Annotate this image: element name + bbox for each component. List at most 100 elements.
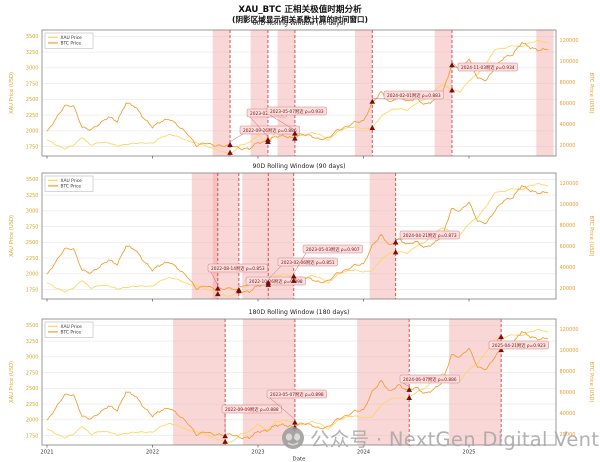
annotation-leader-line: [269, 397, 296, 420]
extreme-marker: [214, 291, 221, 297]
annotation-label: 2023-02-06附近 ρ=0.851: [281, 259, 335, 266]
extreme-marker: [498, 347, 504, 353]
plot-spine: [41, 29, 557, 157]
right-tick-label: 20000: [560, 432, 576, 438]
left-tick-label: 3000: [26, 355, 39, 361]
extreme-marker: [227, 149, 233, 155]
right-tick-label: 20000: [560, 143, 576, 149]
right-tick-label: 100000: [560, 202, 579, 208]
legend-label: BTC Price: [61, 184, 82, 190]
left-tick-label: 3000: [26, 66, 39, 72]
annotation-label: 2024-11-03附近 ρ=0.934: [461, 64, 515, 71]
right-tick-label: 40000: [560, 122, 576, 128]
annotation-box: [266, 389, 327, 399]
right-axis-label: BTC Price (USD): [588, 72, 594, 113]
legend-label: BTC Price: [61, 330, 82, 336]
extreme-marker: [498, 334, 504, 340]
annotation-box: [221, 404, 282, 414]
extreme-marker: [406, 386, 412, 392]
right-tick-label: 60000: [560, 101, 576, 107]
annotation-leader-line: [238, 284, 250, 288]
left-tick-label: 3250: [26, 50, 39, 56]
annotation-label: 2024-02-01附近 ρ=0.883: [387, 92, 441, 99]
watermark-logo-icon: [282, 426, 304, 449]
left-tick-label: 2500: [26, 240, 39, 246]
subplot-60d: 60D Rolling Window (60 days) 2022-09-26附近…: [9, 20, 594, 159]
right-tick-label: 80000: [560, 80, 576, 86]
extreme-marker: [406, 394, 412, 400]
annotation-box: [277, 257, 338, 267]
right-tick-label: 100000: [560, 59, 579, 65]
left-tick-label: 3500: [26, 34, 39, 40]
correlation-window-band: [191, 173, 218, 299]
extreme-marker: [369, 125, 376, 131]
extreme-marker: [369, 98, 376, 104]
x-tick-label: 2024: [357, 450, 371, 456]
annotation-label: 2024-04-21附近 ρ=0.873: [403, 232, 457, 239]
left-tick-label: 3500: [26, 177, 39, 183]
extreme-marker: [265, 281, 272, 287]
annotation-leader-line: [402, 382, 410, 387]
extreme-marker: [290, 277, 297, 283]
right-tick-label: 60000: [560, 244, 576, 250]
correlation-window-band: [536, 30, 554, 156]
left-tick-label: 2750: [26, 370, 39, 376]
x-axis-label: Date: [293, 457, 307, 462]
right-tick-label: 60000: [560, 390, 576, 396]
annotation-box: [399, 374, 460, 384]
annotation-box: [399, 230, 460, 240]
subplot-180d: 180D Rolling Window (180 days) 2022-09-09…: [9, 309, 594, 462]
annotation-label: 2022-09-26附近 ρ=0.886: [243, 127, 297, 134]
left-tick-label: 3500: [26, 323, 39, 329]
left-axis-label: XAU Price (USD): [9, 215, 15, 257]
correlation-window-band: [354, 30, 373, 156]
left-tick-label: 1750: [26, 287, 39, 293]
extreme-marker: [292, 135, 298, 141]
annotation-box: [245, 276, 306, 286]
left-tick-label: 2500: [26, 97, 39, 103]
left-tick-label: 3250: [26, 193, 39, 199]
left-tick-label: 2750: [26, 81, 39, 87]
correlation-window-band: [212, 173, 239, 299]
annotation-box: [302, 244, 363, 254]
extreme-marker: [449, 62, 455, 68]
annotation-leader-line: [229, 133, 244, 143]
annotation-label: 2024-06-07附近 ρ=0.886: [403, 376, 457, 383]
xau-price-line: [46, 329, 549, 443]
annotation-leader-line: [268, 265, 282, 280]
left-tick-label: 2500: [26, 386, 39, 392]
watermark: 公众号 · NextGen Digital Venture: [281, 423, 600, 452]
right-tick-label: 80000: [560, 369, 576, 375]
left-tick-label: 2750: [26, 224, 39, 230]
left-tick-label: 3000: [26, 209, 39, 215]
annotation-box: [488, 340, 549, 350]
extreme-marker: [214, 285, 221, 291]
correlation-window-band: [212, 30, 231, 156]
right-axis-label: BTC Price (USD): [588, 361, 594, 402]
xau-price-line: [46, 40, 549, 154]
annotation-box: [207, 263, 268, 273]
annotation-label: 2023-05-07附近 ρ=0.898: [270, 391, 324, 398]
left-tick-label: 2000: [26, 129, 39, 135]
subplot-title: 60D Rolling Window (60 days): [252, 20, 345, 27]
left-tick-label: 1750: [26, 144, 39, 150]
correlation-window-band: [173, 319, 226, 445]
left-tick-label: 2250: [26, 256, 39, 262]
annotation-box: [266, 106, 327, 116]
extreme-marker: [392, 239, 399, 245]
extreme-marker: [449, 87, 455, 93]
extreme-marker: [292, 130, 298, 136]
left-tick-label: 1750: [26, 433, 39, 439]
subplot-title: 180D Rolling Window (180 days): [249, 309, 350, 316]
left-tick-label: 2250: [26, 402, 39, 408]
annotation-label: 2023-05-03附近 ρ=0.907: [306, 246, 360, 253]
right-tick-label: 120000: [560, 38, 579, 44]
annotation-leader-line: [210, 271, 219, 286]
left-axis-label: XAU Price (USD): [9, 72, 15, 114]
right-axis-label: BTC Price (USD): [588, 215, 594, 256]
annotation-leader-line: [293, 252, 307, 274]
